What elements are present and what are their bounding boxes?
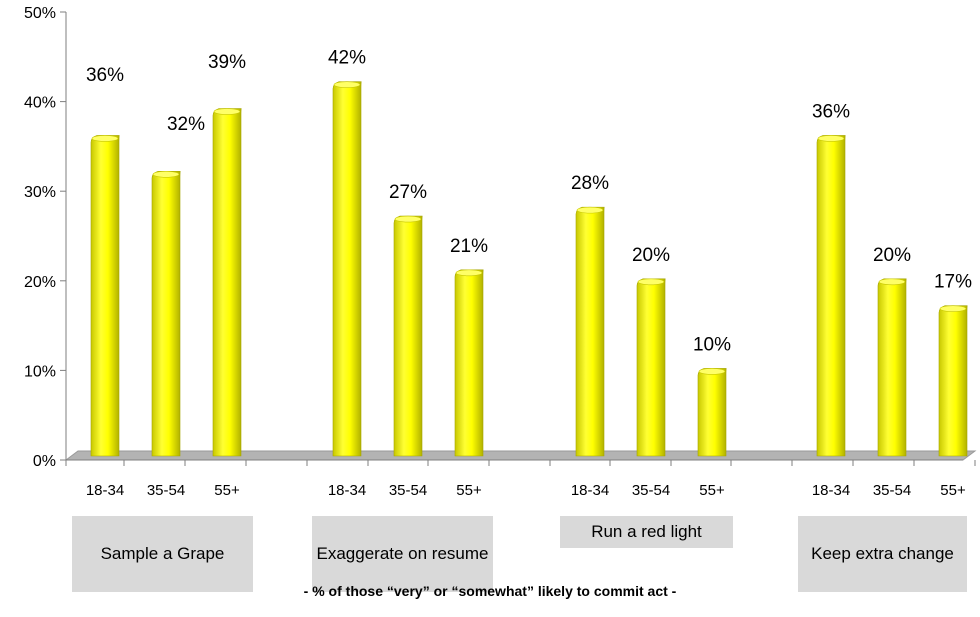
bar [697,368,727,457]
bar [636,278,666,457]
bar [938,305,968,457]
bar-body [816,135,846,457]
group-label-3: Run a red light [560,516,733,548]
bar-top [576,206,604,214]
bar-body [636,278,666,457]
data-labels: 36% 18-34 32% 35-54 39% 55+ 42% 18-34 27% 35-54 21… [86,48,972,499]
x-tick-label: 18-34 [812,482,850,499]
bar-top [817,135,845,142]
data-label: 20% [632,245,670,266]
group-label-2: Exaggerate on resume [312,516,493,592]
bar-top [91,135,119,142]
bar-body [454,269,484,457]
bar-top [637,278,665,286]
y-tick-label: 0% [33,453,56,470]
bar-top [333,81,361,88]
x-tick-label: 55+ [699,482,725,499]
bar [877,278,907,457]
group-label-1: Sample a Grape [72,516,253,592]
bar-body [90,135,120,457]
data-label: 32% [167,114,205,135]
x-tick-label: 35-54 [873,482,911,499]
bar [816,135,846,457]
x-tick-label: 18-34 [328,482,366,499]
y-tick-label: 20% [24,274,56,291]
y-tick-label: 40% [24,95,56,112]
data-label: 39% [208,52,246,73]
x-tick-label: 35-54 [632,482,670,499]
data-label: 27% [389,182,427,203]
bar [151,170,181,457]
y-axis: 0% 10% 20% 30% 40% 50% [24,5,976,470]
data-label: 36% [86,65,124,86]
x-tick-label: 18-34 [571,482,609,499]
bar-top [394,215,422,223]
bar [90,135,120,457]
bar [332,81,362,457]
bar-body [575,206,605,457]
x-tick-label: 35-54 [389,482,427,499]
data-label: 28% [571,173,609,194]
group-label-4: Keep extra change [798,516,967,592]
bar-top [939,305,967,312]
x-tick-label: 35-54 [147,482,185,499]
bar [212,108,242,457]
data-label: 17% [934,272,972,293]
y-tick-label: 10% [24,363,56,380]
bar-top [698,368,726,375]
bar-top [152,170,180,178]
x-tick-label: 55+ [456,482,482,499]
bar-body [151,170,181,457]
y-tick-label: 50% [24,5,56,22]
bar-body [697,368,727,457]
data-label: 20% [873,245,911,266]
x-tick-label: 55+ [940,482,966,499]
bar-body [938,305,968,457]
bars [90,81,968,457]
y-tick-label: 30% [24,184,56,201]
x-tick-label: 18-34 [86,482,124,499]
bar-body [212,108,242,457]
bar [454,269,484,457]
bar-top [878,278,906,286]
bar-body [393,215,423,457]
bar-body [332,81,362,457]
data-label: 10% [693,334,731,355]
bar [575,206,605,457]
bar [393,215,423,457]
bar-top [213,108,241,115]
x-tick-label: 55+ [214,482,240,499]
data-label: 36% [812,101,850,122]
chart-caption: - % of those “very” or “somewhat” likely… [303,583,677,599]
bar-top [455,269,483,277]
data-label: 42% [328,48,366,69]
data-label: 21% [450,236,488,257]
bar-body [877,278,907,457]
